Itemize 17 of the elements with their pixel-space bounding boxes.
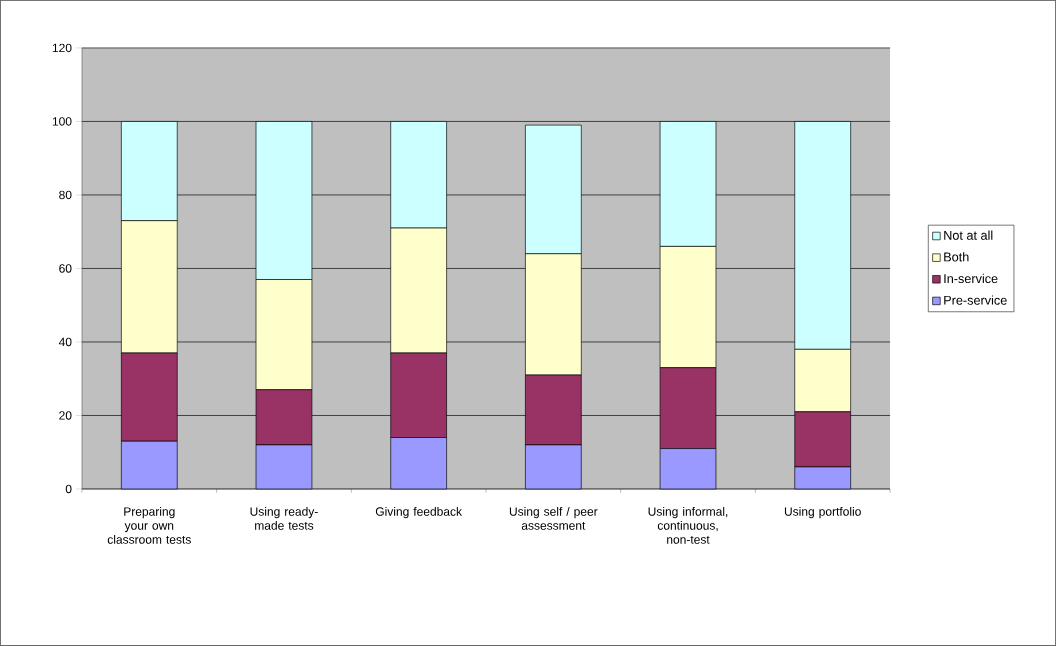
y-tick-label: 120 bbox=[52, 43, 72, 53]
x-tick-label: Using self / peer assessment bbox=[509, 506, 598, 530]
y-tick-label: 100 bbox=[52, 117, 72, 126]
y-tick-label: 20 bbox=[59, 411, 72, 420]
legend-label: Pre-service bbox=[944, 295, 1007, 305]
legend-label: In-service bbox=[944, 273, 998, 284]
x-tick-label: Using portfolio bbox=[784, 506, 861, 519]
y-tick-label: 0 bbox=[65, 484, 72, 494]
x-tick-label: Using informal, continuous, non-test bbox=[648, 506, 728, 544]
x-tick-label: Giving feedback bbox=[375, 506, 463, 519]
y-tick-label: 60 bbox=[59, 264, 72, 273]
legend-label: Not at all bbox=[944, 230, 993, 240]
x-tick-label: Preparing your own classroom tests bbox=[107, 506, 191, 544]
legend-label: Both bbox=[944, 252, 969, 262]
y-tick-label: 40 bbox=[58, 337, 72, 347]
x-tick-label: Using ready-made tests bbox=[250, 506, 318, 530]
y-tick-label: 80 bbox=[59, 190, 72, 200]
